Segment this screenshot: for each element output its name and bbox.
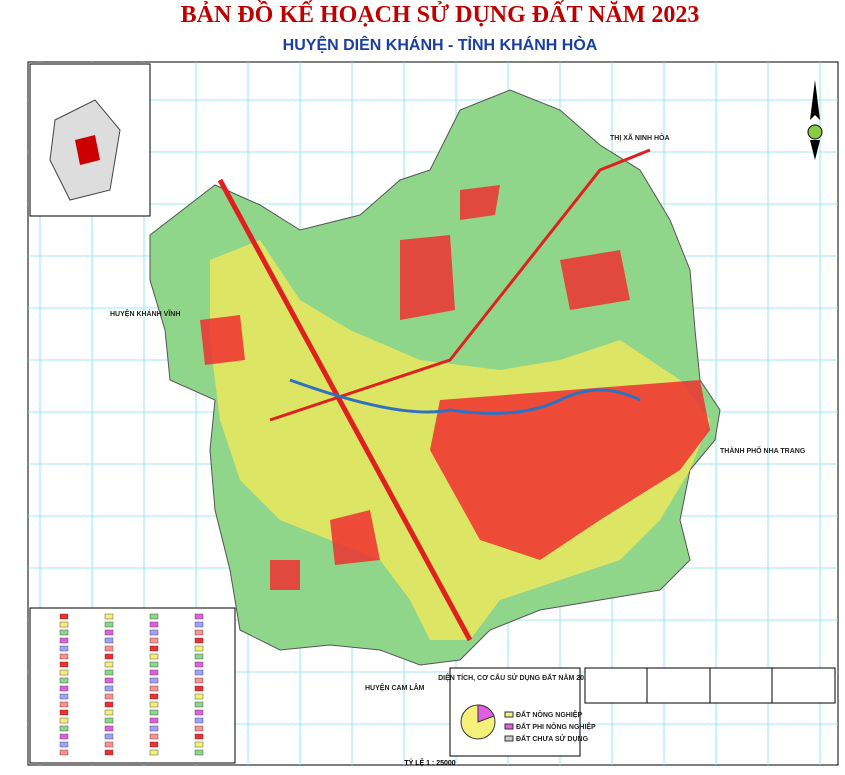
legend-swatch [104,621,114,628]
north-arrow-circle [807,124,823,140]
urban-land [200,185,710,590]
legend-swatch [149,661,159,668]
legend-swatch [59,645,69,652]
legend-swatch [194,677,204,684]
legend-swatch [149,645,159,652]
region-label: HUYỆN CAM LÂM [365,683,425,692]
legend-swatch [194,653,204,660]
legend-swatch [59,741,69,748]
road [269,148,651,422]
legend-swatch [59,749,69,756]
legend-swatch [149,637,159,644]
legend-swatch [149,701,159,708]
legend-swatch [104,677,114,684]
legend-swatch [194,669,204,676]
legend-swatch [194,629,204,636]
legend-swatch [149,709,159,716]
legend-swatch [104,709,114,716]
legend-swatch [104,733,114,740]
legend-swatch [104,749,114,756]
legend-swatch [194,725,204,732]
legend-swatch [104,629,114,636]
legend-swatch [194,709,204,716]
legend-swatch [59,701,69,708]
legend-swatch [194,645,204,652]
legend-swatch [504,711,514,718]
legend-swatch [194,701,204,708]
legend-swatch [59,709,69,716]
legend-rows [59,613,204,756]
scale: TỶ LỆ 1 : 25000 [404,758,455,767]
legend-swatch [59,629,69,636]
legend-swatch [149,733,159,740]
legend-swatch [194,749,204,756]
legend-swatch [104,613,114,620]
north-arrow [810,80,820,160]
legend-swatch [149,613,159,620]
legend-swatch [194,693,204,700]
legend-swatch [59,693,69,700]
legend-swatch [194,685,204,692]
region-label: HUYỆN KHÁNH VĨNH [110,309,180,318]
region-label: THÀNH PHỐ NHA TRANG [720,445,806,455]
legend-swatch [149,741,159,748]
legend-swatch [194,637,204,644]
legend-swatch [104,725,114,732]
highway [217,178,473,642]
legend-swatch [194,613,204,620]
legend-swatch [104,637,114,644]
legend-swatch [194,621,204,628]
legend-swatch [59,669,69,676]
signature-dividers [646,668,773,703]
pie-slice [477,704,495,723]
legend-swatch [149,621,159,628]
legend-swatch [59,621,69,628]
legend-swatch [59,725,69,732]
legend-swatch [59,613,69,620]
legend-swatch [59,685,69,692]
legend-swatch [149,677,159,684]
title: BẢN ĐỒ KẾ HOẠCH SỬ DỤNG ĐẤT NĂM 2023 [181,1,700,28]
legend-swatch [149,685,159,692]
legend-swatch [194,717,204,724]
legend-swatch [104,645,114,652]
legend-swatch [59,661,69,668]
structure-title: DIỆN TÍCH, CƠ CẤU SỬ DỤNG ĐẤT NĂM 2023 [438,672,592,682]
legend-swatch [504,735,514,742]
legend-swatch [149,717,159,724]
legend-swatch [104,685,114,692]
legend-swatch [104,669,114,676]
legend-label: ĐẤT PHI NÔNG NGHIỆP [516,721,596,731]
legend-swatch [59,637,69,644]
legend-swatch [59,717,69,724]
legend-swatch [194,741,204,748]
legend-swatch [104,653,114,660]
inset-district [75,135,100,165]
legend-swatch [59,677,69,684]
river [289,378,641,415]
legend-swatch [104,717,114,724]
legend-swatch [59,653,69,660]
legend-swatch [104,693,114,700]
legend-swatch [104,661,114,668]
legend-swatch [504,723,514,730]
legend-swatch [149,693,159,700]
subtitle: HUYỆN DIÊN KHÁNH - TỈNH KHÁNH HÒA [283,35,598,54]
legend-label: ĐẤT NÔNG NGHIỆP [516,709,582,719]
legend-swatch [149,653,159,660]
legend-label: ĐẤT CHƯA SỬ DỤNG [516,733,589,743]
legend-swatch [104,741,114,748]
legend-swatch [59,733,69,740]
legend-swatch [149,629,159,636]
legend-swatch [149,669,159,676]
legend-swatch [194,733,204,740]
legend-swatch [194,661,204,668]
region-label: THỊ XÃ NINH HÒA [610,133,670,142]
legend-swatch [149,749,159,756]
legend-swatch [104,701,114,708]
legend-swatch [149,725,159,732]
